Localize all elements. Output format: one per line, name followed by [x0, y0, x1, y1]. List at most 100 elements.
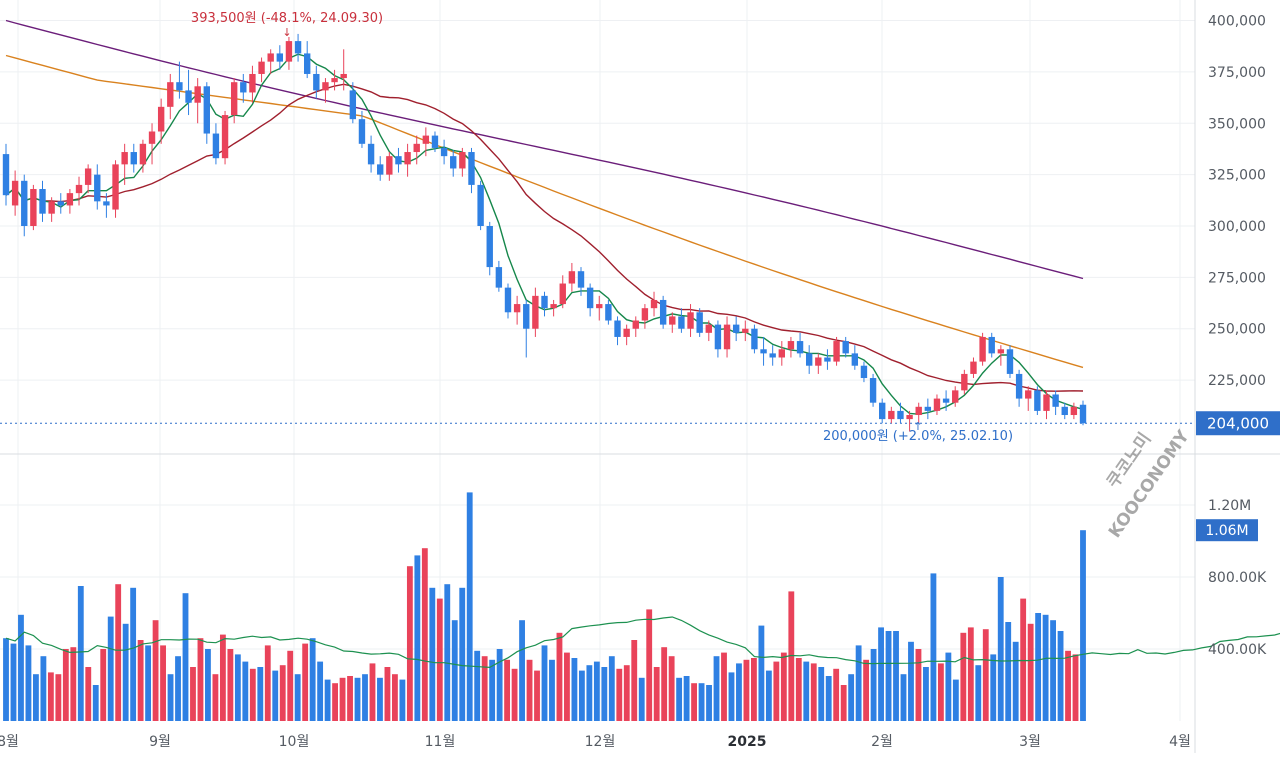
candle-body[interactable] — [486, 226, 493, 268]
candle-body[interactable] — [751, 328, 758, 350]
candle-body[interactable] — [313, 73, 320, 91]
volume-bar[interactable] — [526, 659, 533, 721]
candle[interactable] — [459, 147, 466, 177]
candle-body[interactable] — [541, 295, 548, 309]
candle-body[interactable] — [833, 341, 840, 362]
candle-body[interactable] — [714, 324, 722, 350]
volume-bar[interactable] — [451, 620, 458, 721]
candle-body[interactable] — [477, 184, 484, 226]
candle[interactable] — [121, 143, 128, 185]
volume-bar[interactable] — [638, 677, 645, 721]
candle-body[interactable] — [523, 304, 530, 329]
candle[interactable] — [21, 174, 28, 237]
candle-body[interactable] — [331, 78, 338, 83]
volume-bar[interactable] — [1012, 641, 1019, 721]
volume-bar[interactable] — [332, 683, 339, 721]
candle-body[interactable] — [48, 201, 55, 214]
volume-bar[interactable] — [130, 587, 137, 721]
candle-body[interactable] — [240, 82, 247, 93]
candle[interactable] — [340, 49, 347, 91]
volume-bar[interactable] — [1027, 623, 1034, 721]
volume-bar[interactable] — [3, 638, 9, 721]
candle[interactable] — [75, 176, 83, 206]
volume-bar[interactable] — [489, 659, 496, 721]
volume-bar[interactable] — [167, 674, 174, 721]
candle-body[interactable] — [294, 41, 302, 54]
candle[interactable] — [57, 193, 64, 214]
candle[interactable] — [157, 98, 165, 144]
volume-bar[interactable] — [10, 643, 17, 721]
volume-bar[interactable] — [780, 652, 787, 721]
volume-bar[interactable] — [406, 566, 413, 721]
candle[interactable] — [851, 345, 859, 370]
volume-bar[interactable] — [967, 627, 974, 721]
volume-bar[interactable] — [736, 663, 742, 721]
candle-body[interactable] — [970, 361, 977, 374]
candle[interactable] — [787, 336, 795, 358]
candle-body[interactable] — [21, 180, 28, 226]
volume-bar[interactable] — [466, 492, 473, 721]
candle[interactable] — [440, 139, 448, 165]
candle-body[interactable] — [605, 304, 612, 321]
volume-bar[interactable] — [1080, 530, 1086, 721]
candle-body[interactable] — [276, 53, 284, 62]
candle[interactable] — [176, 61, 183, 99]
candle[interactable] — [842, 336, 849, 358]
volume-bar[interactable] — [279, 665, 286, 721]
candle-body[interactable] — [1079, 404, 1087, 424]
volume-bar[interactable] — [593, 661, 600, 721]
candle-body[interactable] — [157, 106, 165, 132]
candle[interactable] — [541, 291, 548, 317]
volume-bar[interactable] — [369, 663, 376, 721]
candle[interactable] — [979, 332, 986, 366]
volume-bar[interactable] — [1050, 620, 1057, 721]
candle[interactable] — [778, 341, 785, 366]
candle[interactable] — [559, 275, 566, 309]
candle[interactable] — [94, 164, 101, 210]
candle[interactable] — [11, 170, 19, 216]
candle-body[interactable] — [842, 341, 849, 354]
candle[interactable] — [532, 287, 539, 337]
candle-body[interactable] — [532, 295, 539, 329]
volume-bar[interactable] — [18, 614, 24, 721]
candle[interactable] — [577, 267, 585, 296]
candle[interactable] — [203, 82, 210, 144]
candle-body[interactable] — [66, 193, 74, 206]
volume-bar[interactable] — [818, 667, 825, 721]
candle[interactable] — [486, 221, 493, 276]
volume-bar[interactable] — [474, 650, 481, 721]
candle[interactable] — [285, 36, 293, 70]
candle[interactable] — [249, 65, 256, 103]
volume-bar[interactable] — [32, 674, 39, 721]
candle-body[interactable] — [888, 410, 895, 420]
candle-body[interactable] — [933, 398, 941, 411]
volume-bar[interactable] — [601, 667, 608, 721]
volume-bar[interactable] — [47, 672, 54, 721]
volume-bar[interactable] — [137, 640, 144, 721]
volume-bar[interactable] — [309, 638, 316, 721]
candle-body[interactable] — [614, 320, 621, 337]
volume-bar[interactable] — [227, 649, 234, 721]
volume-bar[interactable] — [414, 555, 421, 721]
volume-bar[interactable] — [1065, 650, 1071, 721]
volume-bar[interactable] — [683, 676, 690, 721]
volume-bar[interactable] — [160, 645, 166, 721]
candle[interactable] — [84, 164, 92, 194]
candle[interactable] — [1052, 390, 1059, 416]
volume-bar[interactable] — [55, 674, 62, 721]
volume-bar[interactable] — [40, 656, 47, 721]
volume-bar[interactable] — [810, 663, 817, 721]
volume-bar[interactable] — [219, 634, 226, 721]
candle[interactable] — [632, 316, 639, 337]
candle-body[interactable] — [185, 90, 192, 103]
candle-body[interactable] — [203, 86, 210, 134]
candle-body[interactable] — [952, 390, 959, 403]
volume-bar[interactable] — [249, 668, 256, 721]
candle[interactable] — [961, 369, 968, 395]
candle-body[interactable] — [495, 267, 503, 288]
candle[interactable] — [431, 131, 439, 153]
candle-body[interactable] — [267, 53, 274, 62]
candle-body[interactable] — [11, 180, 19, 206]
volume-bar[interactable] — [242, 661, 249, 721]
